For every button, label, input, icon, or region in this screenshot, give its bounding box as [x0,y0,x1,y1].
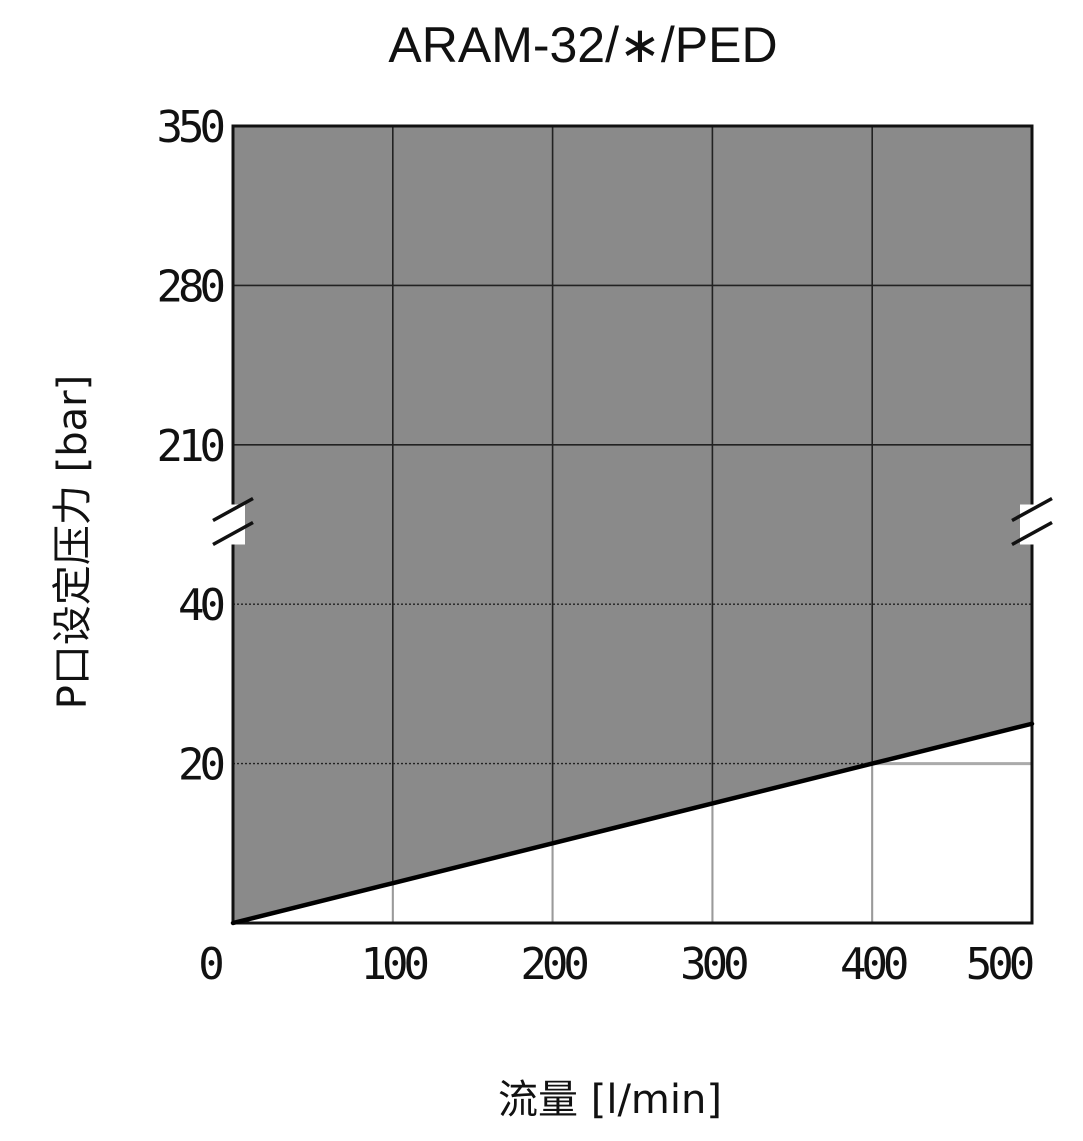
x-tick-label-200: 200 [520,939,587,990]
x-tick-label-100: 100 [361,939,428,990]
axis-break-mark-right-2 [1011,520,1053,547]
y-tick-label-350: 350 [157,102,224,153]
x-tick-label-0: 0 [198,939,222,990]
x-tick-label-400: 400 [840,939,907,990]
axis-break-mark-right-1 [1011,496,1053,523]
axis-break-mark-left-2 [212,520,254,547]
y-tick-label-280: 280 [157,261,224,312]
y-tick-label-20: 20 [178,740,223,791]
chart-title: ARAM-32/∗/PED [388,17,777,73]
series-line [230,721,1035,926]
y-tick-label-40: 40 [178,580,223,631]
plot-area [212,124,1053,926]
x-tick-label-500: 500 [966,939,1033,990]
tick-labels: 20 40 210 280 350 0 100 200 300 400 500 [157,102,1038,990]
y-tick-label-210: 210 [157,421,224,472]
axis-break-mark-left-1 [212,496,254,523]
x-tick-label-300: 300 [680,939,747,990]
y-axis-label: P口设定压力 [bar] [50,375,96,709]
shaded-region [233,126,1032,923]
x-axis-label: 流量 [l/min] [498,1077,722,1123]
